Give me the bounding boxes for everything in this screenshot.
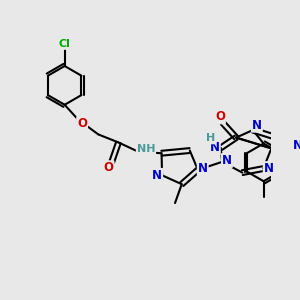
Text: N: N	[222, 154, 232, 167]
Text: NH: NH	[137, 144, 155, 154]
Text: Cl: Cl	[59, 39, 70, 49]
Text: O: O	[215, 110, 225, 123]
Text: O: O	[77, 117, 87, 130]
Text: H: H	[206, 134, 215, 143]
Text: N: N	[198, 162, 208, 175]
Text: N: N	[210, 141, 220, 154]
Text: N: N	[252, 119, 262, 132]
Text: N: N	[264, 162, 274, 175]
Text: O: O	[103, 161, 113, 174]
Text: N: N	[152, 169, 162, 182]
Text: N: N	[293, 139, 300, 152]
